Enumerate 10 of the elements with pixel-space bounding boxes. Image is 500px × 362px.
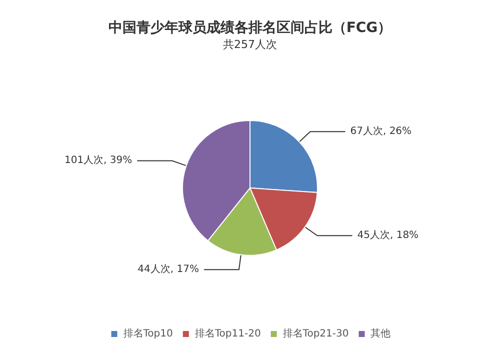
legend-label: 其他 — [370, 328, 391, 340]
data-label: 101人次, 39% — [64, 155, 132, 166]
data-label: 67人次, 26% — [350, 126, 412, 138]
legend-label: 排名Top21-30 — [282, 328, 349, 340]
chart-title: 中国青少年球员成绩各排名区间占比（FCG） — [108, 20, 392, 36]
legend-label: 排名Top10 — [123, 328, 173, 340]
data-label: 44人次, 17% — [138, 264, 199, 276]
legend-label: 排名Top11-20 — [194, 328, 261, 340]
data-label: 45人次, 18% — [357, 230, 419, 242]
chart-subtitle: 共257人次 — [223, 38, 277, 51]
